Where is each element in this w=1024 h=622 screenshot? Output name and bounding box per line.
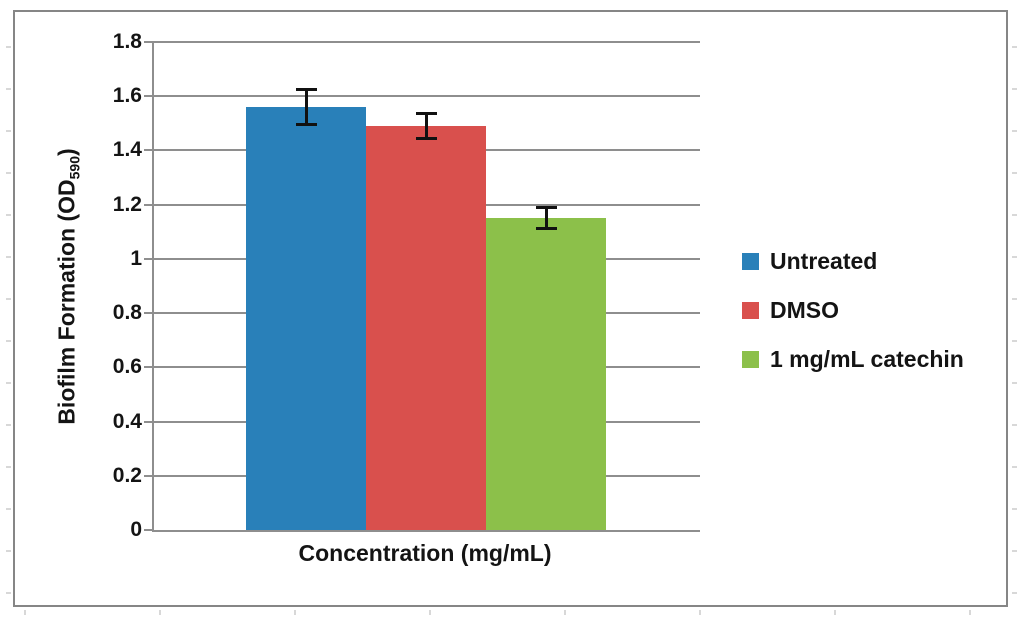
bar-dmso	[366, 126, 486, 530]
bar-untreated	[246, 107, 366, 530]
error-bar-cap-bottom	[296, 123, 317, 126]
error-bar-line	[425, 112, 428, 139]
y-tick-label: 1.2	[112, 193, 142, 216]
error-bar-cap-top	[416, 112, 437, 115]
y-tick-label: 1.8	[112, 30, 142, 53]
y-tick-label: 0.8	[112, 301, 142, 324]
y-tick-label: 1.6	[112, 84, 142, 107]
y-tick-label: 0.2	[112, 464, 142, 487]
gridline	[154, 95, 700, 97]
legend-item: 1 mg/mL catechin	[742, 345, 964, 373]
bar-1-mg-ml-catechin	[486, 218, 606, 530]
error-bar-cap-top	[536, 206, 557, 209]
legend-item: Untreated	[742, 247, 964, 275]
y-tick-label: 1.4	[112, 138, 142, 161]
ruler-ticks-right	[1012, 46, 1017, 598]
y-tick-label: 0	[130, 518, 142, 541]
ruler-ticks-bottom	[24, 610, 984, 615]
gridline	[154, 41, 700, 43]
legend-item: DMSO	[742, 296, 964, 324]
y-tick	[144, 421, 154, 423]
error-bar-cap-bottom	[416, 137, 437, 140]
legend-swatch-icon	[742, 252, 759, 270]
legend: Untreated DMSO 1 mg/mL catechin	[742, 247, 964, 373]
y-tick	[144, 529, 154, 531]
y-tick-label: 1	[130, 247, 142, 270]
error-bar-line	[305, 88, 308, 126]
error-bar-line	[545, 206, 548, 230]
y-tick	[144, 149, 154, 151]
legend-label: DMSO	[770, 296, 839, 323]
x-axis-label: Concentration (mg/mL)	[298, 540, 552, 566]
legend-label: Untreated	[770, 247, 878, 274]
plot-area: 0 0.2 0.4 0.6 0.8 1 1.2 1.4 1.6 1.8	[113, 30, 700, 541]
y-tick	[144, 258, 154, 260]
error-bar-cap-bottom	[536, 227, 557, 230]
y-axis-label: Biofilm Formation (OD590)	[44, 42, 92, 530]
legend-swatch-icon	[742, 350, 759, 368]
ruler-ticks-left	[6, 46, 11, 598]
y-tick	[144, 312, 154, 314]
y-tick	[144, 41, 154, 43]
y-tick	[144, 204, 154, 206]
y-tick	[144, 475, 154, 477]
y-tick-label: 0.6	[112, 355, 142, 378]
legend-swatch-icon	[742, 301, 759, 319]
y-tick	[144, 95, 154, 97]
legend-label: 1 mg/mL catechin	[770, 345, 964, 372]
error-bar-cap-top	[296, 88, 317, 91]
y-tick	[144, 366, 154, 368]
y-tick-label: 0.4	[112, 410, 142, 433]
